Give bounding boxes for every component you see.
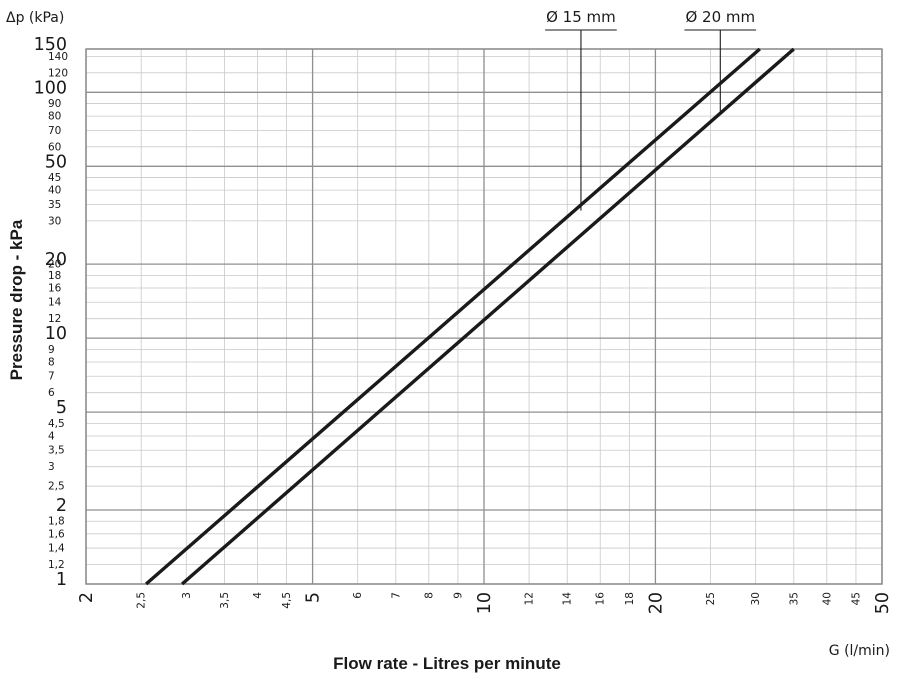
y-tick-label-minor: 80	[48, 111, 61, 123]
x-tick-label-minor: 25	[705, 592, 717, 605]
y-tick-label-major: 10	[45, 324, 67, 344]
x-tick-label-minor: 12	[524, 592, 536, 605]
x-tick-label-minor: 45	[850, 592, 862, 605]
y-tick-label-major: 2	[56, 496, 67, 516]
x-tick-labels: 2,5 3 3,5 4 4,5 6 7 8 9 12 14 16 18 25 30 35 40 452 5 10 20 5…	[77, 592, 893, 615]
x-tick-label-minor: 6	[352, 592, 364, 599]
x-tick-label-minor: 3,5	[219, 592, 231, 609]
x-tick-label-minor: 3	[181, 592, 193, 599]
plot-frame	[85, 48, 883, 585]
series-lines	[144, 47, 795, 586]
x-tick-label-minor: 14	[562, 592, 574, 606]
major-gridlines	[85, 48, 883, 585]
y-tick-label-minor: 120	[48, 67, 68, 79]
y-axis-title: Pressure drop - kPa	[7, 219, 26, 380]
x-tick-label-minor: 40	[821, 592, 833, 605]
y-tick-label-minor: 4	[48, 430, 55, 442]
y-tick-label-minor: 6	[48, 387, 55, 399]
y-tick-label-minor: 8	[48, 356, 55, 368]
x-tick-label-minor: 4,5	[281, 592, 293, 609]
y-tick-label-major: 150	[34, 35, 67, 55]
y-tick-label-minor: 9	[48, 344, 55, 356]
y-tick-label-minor: 2,5	[48, 481, 65, 493]
callout-label-2: Ø 20 mm	[685, 8, 755, 26]
x-axis-title: Flow rate - Litres per minute	[333, 654, 561, 673]
x-tick-label-minor: 16	[595, 592, 607, 606]
x-tick-label-major: 5	[304, 592, 324, 603]
x-tick-label-minor: 30	[750, 592, 762, 605]
y-tick-label-minor: 20	[48, 259, 61, 271]
y-tick-label-minor: 16	[48, 282, 62, 294]
y-tick-label-minor: 140	[48, 51, 68, 63]
y-tick-label-minor: 18	[48, 270, 61, 282]
y-tick-label-minor: 4,5	[48, 418, 65, 430]
y-tick-label-minor: 3,5	[48, 445, 65, 457]
series-line-1	[144, 47, 761, 586]
callout-label-1: Ø 15 mm	[546, 8, 616, 26]
y-tick-label-minor: 30	[48, 215, 61, 227]
y-tick-label-minor: 7	[48, 371, 55, 383]
x-tick-label-major: 50	[873, 592, 893, 614]
x-tick-label-major: 20	[646, 592, 666, 614]
x-unit-label: G (l/min)	[829, 643, 890, 659]
x-tick-label-minor: 8	[423, 592, 435, 599]
y-tick-label-major: 100	[34, 78, 67, 98]
y-tick-label-minor: 14	[48, 297, 62, 309]
y-tick-label-minor: 40	[48, 185, 61, 197]
x-tick-label-minor: 7	[390, 592, 402, 599]
x-tick-label-major: 2	[77, 592, 97, 603]
y-tick-label-minor: 12	[48, 313, 61, 325]
series-callouts: Ø 15 mm Ø 20 mm	[545, 8, 757, 211]
x-tick-label-major: 10	[475, 592, 495, 614]
x-tick-label-minor: 35	[788, 592, 800, 605]
y-tick-label-minor: 1,8	[48, 516, 65, 528]
y-tick-label-minor: 1,6	[48, 528, 65, 540]
y-tick-label-minor: 35	[48, 199, 61, 211]
y-tick-label-major: 20	[45, 250, 67, 270]
y-tick-label-minor: 45	[48, 172, 61, 184]
y-tick-label-major: 1	[56, 570, 67, 590]
x-tick-label-minor: 18	[624, 592, 636, 605]
x-tick-label-minor: 9	[452, 592, 464, 599]
y-tick-labels: 1,21,41,61,82,533,544,567891214161820303…	[34, 35, 68, 590]
x-tick-label-minor: 2,5	[136, 592, 148, 609]
y-tick-label-minor: 90	[48, 98, 61, 110]
x-tick-label-minor: 4	[252, 592, 264, 599]
y-tick-label-minor: 1,4	[48, 543, 65, 555]
y-unit-label: Δp (kPa)	[6, 10, 64, 26]
y-tick-label-minor: 60	[48, 141, 61, 153]
y-tick-label-major: 50	[45, 152, 67, 172]
y-tick-label-minor: 3	[48, 461, 55, 473]
y-tick-label-minor: 1,2	[48, 559, 65, 571]
y-tick-label-minor: 70	[48, 125, 61, 137]
series-line-2	[180, 47, 795, 586]
y-tick-label-major: 5	[56, 398, 67, 418]
